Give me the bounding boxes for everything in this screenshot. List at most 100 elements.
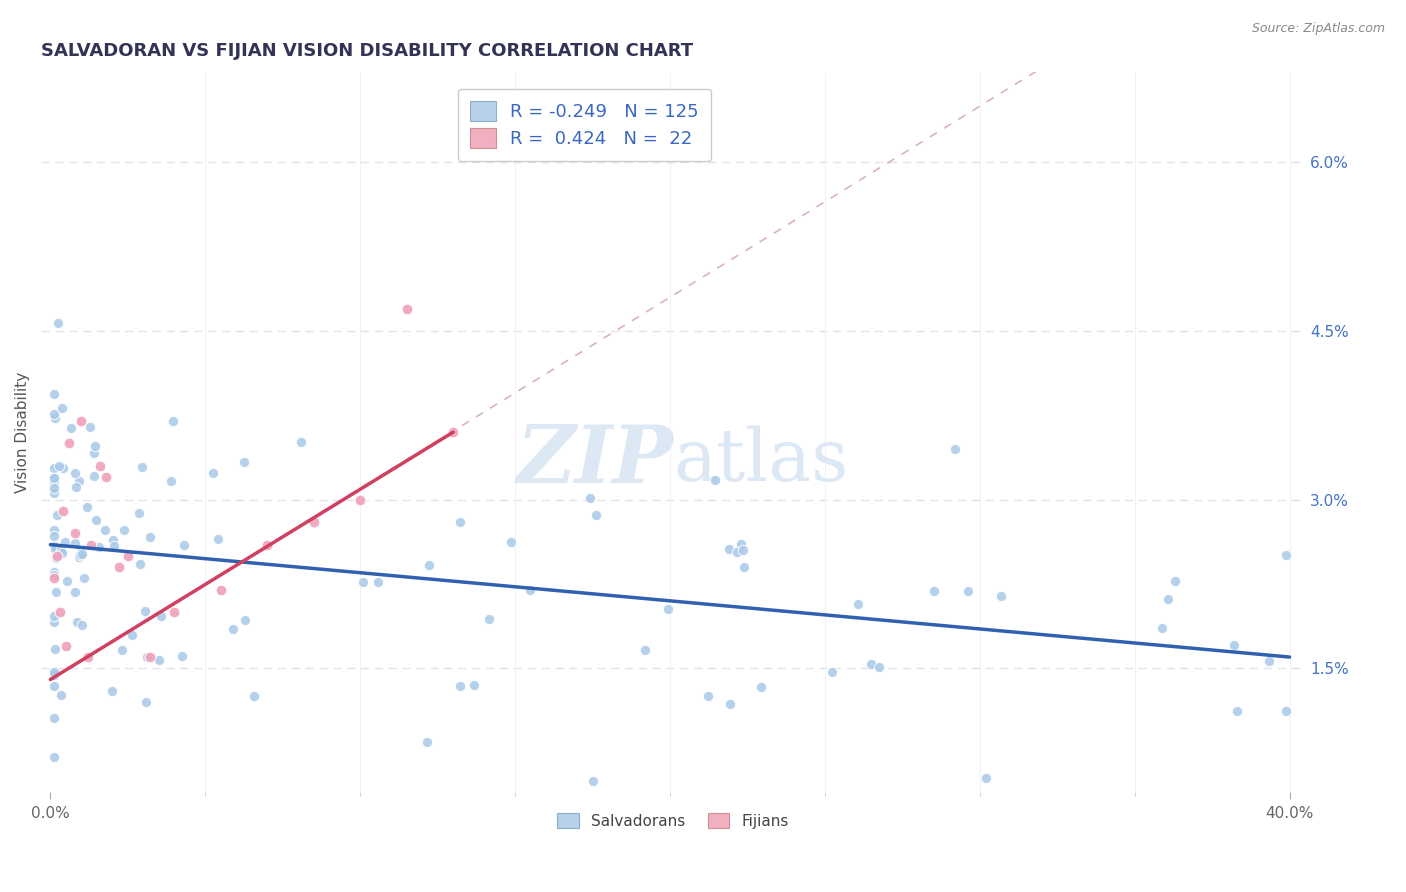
Point xyxy=(657,602,679,616)
Point xyxy=(367,575,389,590)
Point xyxy=(163,605,186,619)
Point xyxy=(42,710,65,724)
Point xyxy=(72,618,94,632)
Point xyxy=(66,615,89,629)
Point xyxy=(73,571,96,585)
Point xyxy=(170,649,193,664)
Point xyxy=(48,458,70,473)
Point xyxy=(696,690,718,704)
Point xyxy=(395,301,418,316)
Point xyxy=(49,543,72,558)
Point xyxy=(103,539,125,553)
Point xyxy=(45,550,67,565)
Point xyxy=(56,574,79,588)
Point xyxy=(349,492,371,507)
Point xyxy=(1163,574,1185,588)
Point xyxy=(42,539,65,553)
Point xyxy=(69,548,91,562)
Point xyxy=(922,583,945,598)
Point xyxy=(128,506,150,520)
Point xyxy=(101,533,124,548)
Point xyxy=(42,486,65,500)
Point xyxy=(42,571,65,585)
Point xyxy=(58,436,80,450)
Point xyxy=(63,536,86,550)
Point xyxy=(79,419,101,434)
Point xyxy=(138,650,160,665)
Point xyxy=(135,695,157,709)
Point xyxy=(42,461,65,475)
Point xyxy=(53,534,76,549)
Point xyxy=(733,560,755,574)
Point xyxy=(859,657,882,672)
Point xyxy=(150,608,173,623)
Point xyxy=(48,605,70,619)
Point xyxy=(731,543,754,558)
Point xyxy=(990,589,1012,603)
Point xyxy=(51,545,73,559)
Point xyxy=(846,597,869,611)
Point xyxy=(418,558,440,573)
Point xyxy=(42,568,65,582)
Text: Source: ZipAtlas.com: Source: ZipAtlas.com xyxy=(1251,22,1385,36)
Point xyxy=(290,434,312,449)
Point xyxy=(718,697,741,711)
Point xyxy=(70,414,93,428)
Point xyxy=(52,504,75,518)
Point xyxy=(45,549,67,563)
Point xyxy=(121,628,143,642)
Point xyxy=(44,665,66,680)
Point xyxy=(94,524,117,538)
Point xyxy=(60,421,83,435)
Point xyxy=(1257,654,1279,668)
Point xyxy=(633,643,655,657)
Point xyxy=(42,679,65,693)
Point xyxy=(46,316,69,330)
Point xyxy=(44,471,66,485)
Point xyxy=(868,660,890,674)
Point xyxy=(463,678,485,692)
Point xyxy=(42,608,65,623)
Point xyxy=(232,455,254,469)
Point xyxy=(201,467,224,481)
Point xyxy=(70,547,93,561)
Point xyxy=(135,650,157,665)
Point xyxy=(51,461,73,475)
Point xyxy=(42,529,65,543)
Point xyxy=(69,545,91,559)
Point xyxy=(42,667,65,681)
Point xyxy=(582,773,605,788)
Point xyxy=(974,771,997,785)
Point xyxy=(499,534,522,549)
Point xyxy=(222,623,245,637)
Point xyxy=(44,481,66,495)
Point xyxy=(209,582,232,597)
Point xyxy=(450,679,472,693)
Point xyxy=(76,500,98,514)
Point xyxy=(1274,548,1296,562)
Point xyxy=(1152,621,1174,635)
Point xyxy=(96,470,118,484)
Point xyxy=(233,614,256,628)
Legend: Salvadorans, Fijians: Salvadorans, Fijians xyxy=(551,806,794,835)
Point xyxy=(42,386,65,401)
Point xyxy=(44,542,66,557)
Point xyxy=(704,473,727,487)
Point xyxy=(55,639,77,653)
Point xyxy=(585,508,607,522)
Text: atlas: atlas xyxy=(673,425,848,496)
Point xyxy=(100,683,122,698)
Point xyxy=(63,584,86,599)
Point xyxy=(730,537,752,551)
Point xyxy=(943,442,966,457)
Point xyxy=(821,665,844,679)
Point xyxy=(449,516,471,530)
Point xyxy=(42,569,65,583)
Point xyxy=(117,549,139,563)
Point xyxy=(302,515,325,529)
Y-axis label: Vision Disability: Vision Disability xyxy=(15,372,30,492)
Point xyxy=(173,538,195,552)
Point xyxy=(129,557,152,571)
Point xyxy=(148,653,170,667)
Point xyxy=(749,680,772,694)
